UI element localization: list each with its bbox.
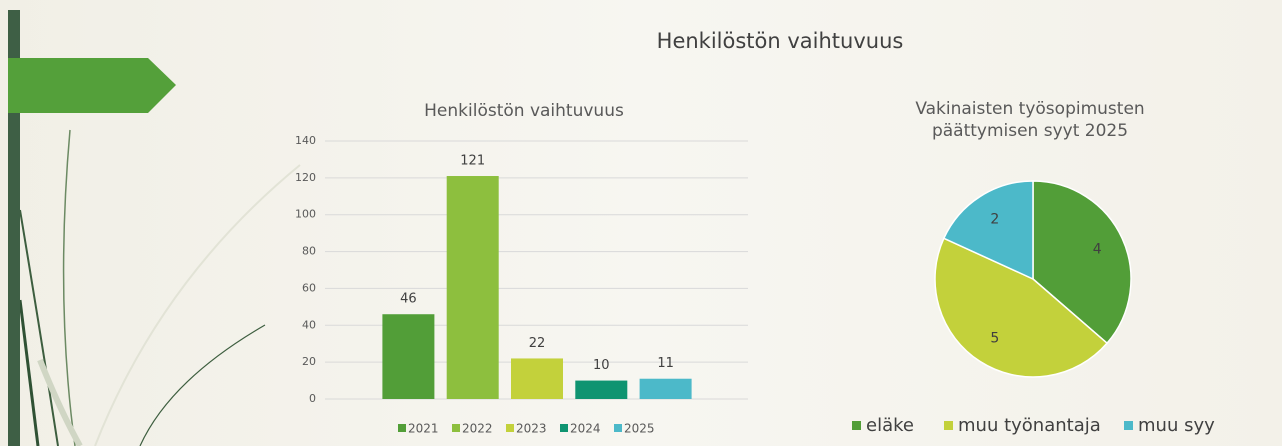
bar xyxy=(639,378,692,399)
legend-swatch xyxy=(452,424,460,432)
data-label: 5 xyxy=(990,330,999,346)
legend-label: eläke xyxy=(866,415,914,436)
data-label: 2 xyxy=(990,212,999,228)
y-tick-label: 60 xyxy=(302,281,316,294)
y-tick-label: 0 xyxy=(309,392,316,405)
legend-label: muu työnantaja xyxy=(958,415,1101,436)
legend-swatch xyxy=(852,421,861,430)
arrow-banner xyxy=(8,58,176,113)
legend-label: muu syy xyxy=(1138,415,1215,436)
legend-label: 2021 xyxy=(408,422,439,436)
pie-slice xyxy=(934,237,1109,378)
bar xyxy=(382,314,435,399)
legend-label: 2025 xyxy=(624,422,655,436)
y-tick-label: 100 xyxy=(295,208,316,221)
legend-swatch xyxy=(944,421,953,430)
y-tick-label: 140 xyxy=(295,134,316,147)
legend-swatch xyxy=(614,424,622,432)
legend-swatch xyxy=(1124,421,1133,430)
pie-chart-title: Vakinaisten työsopimusten päättymisen sy… xyxy=(915,99,1145,141)
y-tick-label: 20 xyxy=(302,355,316,368)
slide-title: Henkilöstön vaihtuvuus xyxy=(657,29,904,53)
y-tick-label: 80 xyxy=(302,245,316,258)
data-label: 11 xyxy=(657,356,674,371)
decoration xyxy=(18,129,301,446)
data-label: 46 xyxy=(400,292,417,307)
pie-slice xyxy=(1032,180,1132,345)
pie-slice xyxy=(942,180,1034,281)
y-tick-label: 40 xyxy=(302,318,316,331)
legend-swatch xyxy=(506,424,514,432)
data-label: 10 xyxy=(593,358,610,373)
legend-swatch xyxy=(560,424,568,432)
data-label: 121 xyxy=(460,154,485,169)
bar-chart-title: Henkilöstön vaihtuvuus xyxy=(424,101,624,121)
bar xyxy=(511,358,563,399)
bar xyxy=(446,176,499,399)
legend-label: 2022 xyxy=(462,422,493,436)
bar xyxy=(575,380,628,399)
data-label: 4 xyxy=(1093,242,1102,258)
legend-label: 2023 xyxy=(516,422,547,436)
legend-swatch xyxy=(398,424,406,432)
y-tick-label: 120 xyxy=(295,171,316,184)
legend-label: 2024 xyxy=(570,422,601,436)
data-label: 22 xyxy=(529,336,546,351)
side-bar xyxy=(8,10,20,446)
